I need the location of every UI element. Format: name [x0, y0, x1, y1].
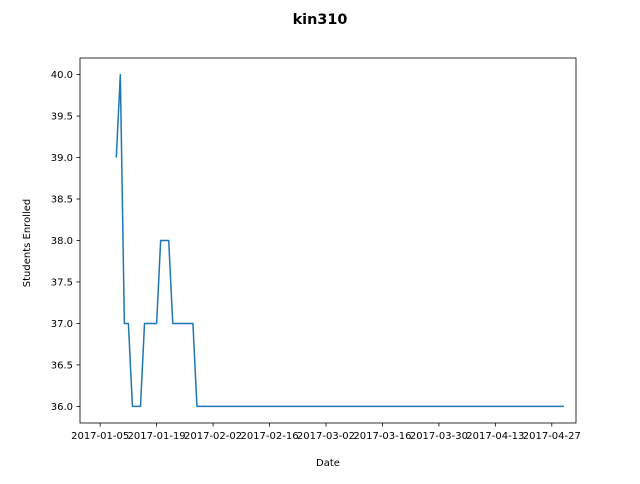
x-axis: 2017-01-052017-01-192017-02-022017-02-16…	[71, 423, 581, 442]
x-tick-label: 2017-02-02	[184, 431, 242, 442]
y-tick-label: 38.5	[51, 195, 73, 206]
x-tick-label: 2017-03-30	[410, 431, 468, 442]
x-axis-label: Date	[316, 458, 340, 469]
x-tick-label: 2017-03-02	[297, 431, 355, 442]
x-tick-label: 2017-01-19	[128, 431, 186, 442]
x-tick-label: 2017-02-16	[240, 431, 298, 442]
x-tick-label: 2017-04-27	[523, 431, 581, 442]
y-tick-label: 38.0	[51, 236, 73, 247]
x-tick-label: 2017-01-05	[71, 431, 129, 442]
y-tick-label: 36.0	[51, 402, 73, 413]
x-tick-label: 2017-03-16	[353, 431, 411, 442]
y-axis: 36.0 36.5 37.0 37.5 38.0 38.5 39.0 39.5 40.0	[51, 70, 80, 413]
chart-title: kin310	[293, 12, 348, 28]
series-layer	[115, 73, 564, 408]
y-tick-label: 40.0	[51, 70, 73, 81]
y-tick-label: 36.5	[51, 360, 73, 371]
y-tick-label: 39.5	[51, 112, 73, 123]
y-axis-label: Students Enrolled	[22, 199, 33, 287]
plot-area	[80, 58, 576, 423]
series-line-0	[115, 73, 564, 408]
y-tick-label: 39.0	[51, 153, 73, 164]
plot-frame	[79, 57, 577, 424]
y-tick-label: 37.5	[51, 277, 73, 288]
x-tick-label: 2017-04-13	[466, 431, 524, 442]
y-tick-label: 37.0	[51, 319, 73, 330]
